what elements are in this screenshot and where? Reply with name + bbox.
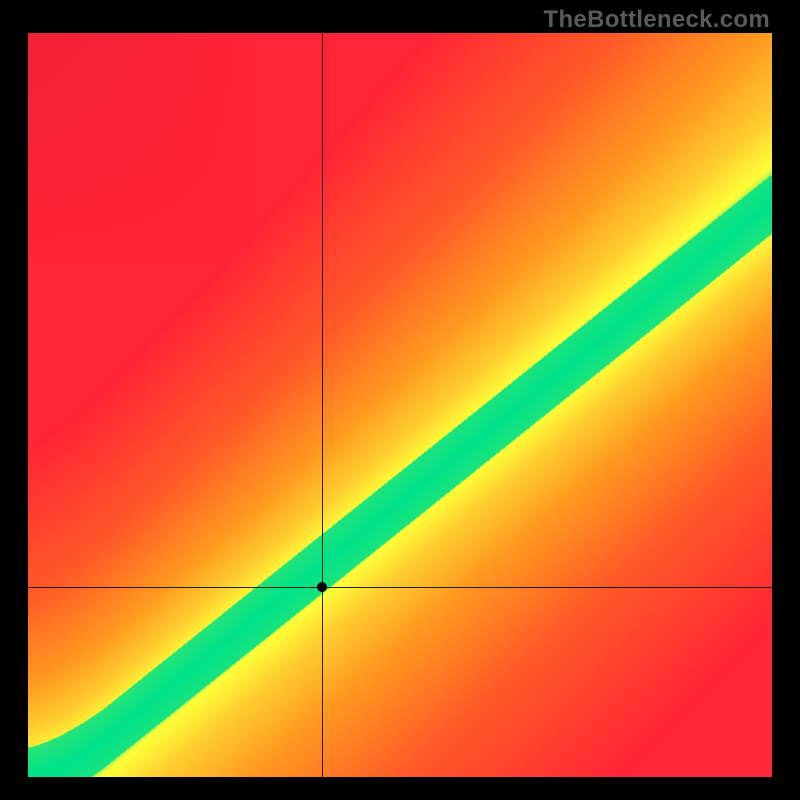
crosshair-marker-dot: [317, 582, 327, 592]
crosshair-horizontal: [28, 587, 772, 588]
watermark: TheBottleneck.com: [544, 6, 770, 34]
bottleneck-heatmap: [28, 33, 772, 777]
crosshair-vertical: [322, 33, 323, 777]
heatmap-canvas: [28, 33, 772, 777]
